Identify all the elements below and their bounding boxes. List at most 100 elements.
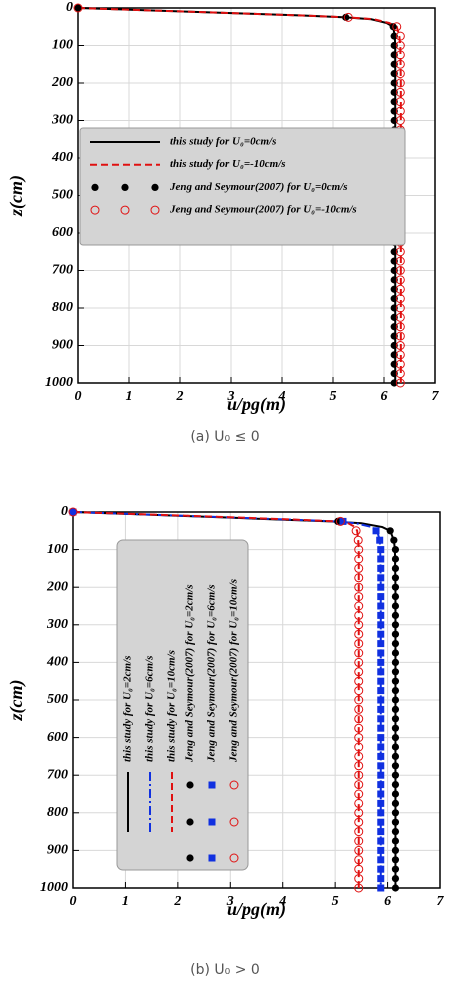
- marker: [377, 668, 385, 676]
- marker: [208, 781, 216, 789]
- marker: [229, 780, 239, 790]
- marker: [354, 836, 364, 846]
- marker: [354, 657, 364, 667]
- marker: [395, 266, 405, 275]
- marker: [391, 790, 400, 798]
- marker: [390, 107, 398, 115]
- marker: [354, 864, 364, 874]
- marker: [354, 610, 364, 620]
- marker: [377, 555, 385, 563]
- marker: [354, 751, 364, 761]
- marker: [377, 818, 385, 826]
- marker: [377, 790, 385, 798]
- marker: [390, 257, 398, 265]
- y-tick-label: 300: [46, 617, 68, 632]
- marker: [377, 611, 385, 619]
- marker: [391, 809, 400, 817]
- y-tick-label: 500: [47, 692, 68, 707]
- marker: [354, 676, 364, 686]
- marker: [395, 322, 405, 332]
- marker: [390, 60, 398, 68]
- marker: [120, 205, 130, 215]
- x-tick-label: 2: [173, 894, 181, 909]
- marker: [391, 724, 400, 732]
- marker: [395, 294, 405, 304]
- marker: [377, 884, 385, 892]
- y-tick-label: 800: [47, 805, 68, 820]
- marker: [377, 621, 385, 629]
- y-tick-label: 900: [52, 338, 73, 353]
- marker: [395, 41, 405, 50]
- marker: [395, 87, 405, 97]
- marker: [73, 3, 83, 13]
- marker: [390, 332, 398, 340]
- x-tick-label: 4: [278, 389, 286, 404]
- marker: [354, 601, 364, 611]
- caption: (b) U₀ > 0: [190, 962, 260, 978]
- marker: [391, 696, 400, 704]
- marker: [391, 715, 400, 723]
- marker: [395, 378, 405, 388]
- marker: [372, 527, 380, 535]
- marker: [354, 761, 364, 771]
- marker: [390, 323, 398, 331]
- marker: [391, 781, 400, 789]
- y-tick-label: 800: [52, 300, 73, 315]
- x-tick-label: 1: [122, 894, 129, 909]
- marker: [391, 658, 400, 667]
- marker: [395, 106, 405, 116]
- marker: [69, 508, 77, 516]
- legend-label: this study for U₀=10cm/s: [166, 650, 178, 762]
- marker: [390, 88, 398, 96]
- marker: [121, 183, 129, 191]
- marker: [390, 266, 398, 275]
- marker: [395, 275, 405, 285]
- marker: [354, 883, 364, 893]
- marker: [377, 846, 385, 854]
- marker: [391, 630, 400, 638]
- marker: [395, 256, 405, 266]
- x-axis-label: u/pg(m): [227, 394, 286, 415]
- y-tick-label: 900: [47, 843, 68, 858]
- marker: [376, 536, 384, 544]
- legend: this study for U₀=2cm/s this study for U₀…: [116, 539, 249, 871]
- marker: [391, 611, 400, 620]
- x-tick-label: 6: [381, 389, 388, 404]
- marker: [390, 51, 398, 59]
- marker: [354, 639, 364, 649]
- marker: [377, 564, 385, 572]
- marker: [377, 734, 385, 742]
- marker: [186, 854, 194, 862]
- marker: [354, 695, 364, 705]
- marker: [354, 620, 364, 630]
- y-tick-label: 600: [47, 730, 68, 745]
- marker: [391, 668, 400, 676]
- x-tick-label: 6: [384, 894, 391, 909]
- marker: [391, 705, 400, 714]
- marker: [377, 771, 385, 779]
- legend-label: this study for U₀=-10cm/s: [170, 158, 286, 170]
- marker: [377, 715, 385, 723]
- marker: [395, 97, 405, 107]
- marker: [354, 686, 364, 696]
- legend-label: Jeng and Seymour(2007) for U₀=2cm/s: [184, 584, 196, 763]
- marker: [392, 22, 402, 32]
- marker: [390, 41, 398, 50]
- marker: [354, 582, 364, 592]
- x-tick-label: 7: [437, 894, 445, 909]
- marker: [395, 284, 405, 294]
- marker: [377, 762, 385, 770]
- marker: [391, 574, 400, 582]
- marker: [391, 593, 400, 601]
- marker: [390, 32, 398, 40]
- x-tick-label: 5: [330, 389, 337, 404]
- marker: [377, 583, 385, 591]
- y-tick-label: 200: [46, 579, 68, 594]
- marker: [354, 789, 364, 799]
- marker: [390, 70, 398, 78]
- marker: [208, 854, 216, 862]
- legend: this study for U₀=0cm/s this study for U₀…: [79, 127, 406, 246]
- marker: [391, 884, 400, 892]
- marker: [354, 770, 364, 780]
- marker: [186, 818, 194, 826]
